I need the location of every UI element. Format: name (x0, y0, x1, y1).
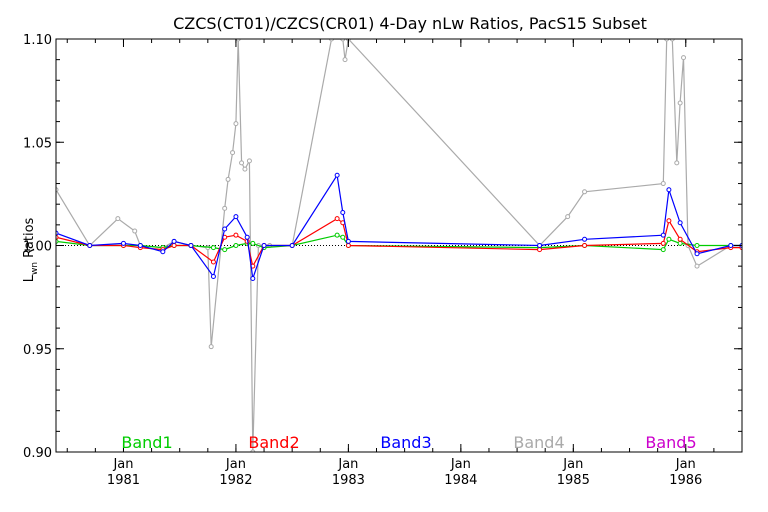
data-point (230, 150, 236, 156)
data-point (582, 189, 588, 195)
data-point (334, 216, 340, 222)
x-tick-month: Jan (112, 457, 133, 472)
legend-item-band2: Band2 (248, 433, 299, 452)
data-point (677, 236, 683, 242)
data-point (222, 226, 228, 232)
x-tick-month: Jan (450, 457, 471, 472)
data-point (660, 232, 666, 238)
data-point (582, 243, 588, 248)
x-tick-month: Jan (562, 457, 583, 472)
data-point (537, 247, 543, 253)
x-tick-year: 1984 (444, 473, 477, 488)
data-point (345, 238, 351, 244)
y-axis-label-main: L (22, 274, 37, 282)
data-point (677, 100, 683, 106)
data-point (233, 232, 239, 238)
data-point (115, 216, 121, 222)
data-point (728, 243, 734, 248)
series-layer (56, 39, 742, 452)
data-point (660, 181, 666, 187)
data-point (210, 259, 216, 265)
x-axis: Jan1981Jan1982Jan1983Jan1984Jan1985Jan19… (66, 39, 743, 488)
series-line (56, 173, 742, 279)
data-point (250, 276, 256, 282)
legend-item-band4: Band4 (513, 433, 564, 452)
legend: Band1 Band2 Band3 Band4 Band5 (121, 433, 696, 452)
data-point (171, 238, 177, 244)
y-tick-label: 0.95 (23, 343, 52, 358)
x-tick-year: 1982 (219, 473, 252, 488)
data-point (132, 228, 138, 234)
x-tick-month: Jan (337, 457, 358, 472)
data-point (222, 247, 228, 253)
data-point (340, 209, 346, 215)
data-point (210, 245, 216, 251)
data-point (242, 166, 248, 172)
data-point (582, 236, 588, 242)
data-point (137, 243, 143, 248)
data-point (239, 160, 245, 166)
data-point (681, 55, 687, 61)
data-point (694, 251, 700, 257)
y-tick-label: 0.90 (23, 446, 52, 461)
data-point (694, 243, 700, 248)
data-point (210, 273, 216, 279)
data-point (233, 121, 239, 127)
x-tick-year: 1986 (669, 473, 702, 488)
data-point (222, 205, 228, 211)
y-tick-label: 1.00 (23, 240, 52, 255)
data-point (250, 240, 256, 246)
data-point (208, 344, 214, 350)
y-axis-label-sub: wn (30, 262, 40, 275)
chart-title: CZCS(CT01)/CZCS(CR01) 4-Day nLw Ratios, … (173, 14, 647, 33)
legend-item-band3: Band3 (380, 433, 431, 452)
y-axis-label-rest: Ratios (22, 217, 37, 262)
data-point (261, 243, 267, 248)
data-point (160, 249, 166, 255)
data-point (660, 247, 666, 253)
data-point (565, 214, 571, 220)
data-point (246, 158, 252, 164)
data-point (87, 243, 93, 248)
x-tick-year: 1983 (332, 473, 365, 488)
data-point (233, 214, 239, 220)
data-point (225, 176, 231, 182)
data-point (233, 243, 239, 248)
data-point (289, 243, 295, 248)
x-tick-month: Jan (675, 457, 696, 472)
data-point (342, 57, 348, 63)
series-band3 (56, 172, 742, 282)
y-tick-label: 1.10 (23, 33, 52, 48)
data-point (537, 243, 543, 248)
data-point (244, 234, 250, 240)
x-tick-year: 1981 (107, 473, 140, 488)
y-axis-label: Lwn Ratios (22, 217, 40, 282)
y-axis: 0.90 0.95 1.00 1.05 1.10 (23, 33, 742, 461)
data-point (666, 218, 672, 224)
data-point (677, 240, 683, 246)
legend-item-band5: Band5 (645, 433, 696, 452)
data-point (677, 220, 683, 226)
x-tick-month: Jan (225, 457, 246, 472)
data-point (340, 234, 346, 240)
data-point (666, 236, 672, 242)
data-point (188, 243, 194, 248)
plot-area (55, 38, 743, 453)
data-point (660, 240, 666, 246)
data-point (345, 243, 351, 248)
data-point (694, 263, 700, 269)
y-tick-label: 1.05 (23, 136, 52, 151)
legend-item-band1: Band1 (121, 433, 172, 452)
data-point (334, 172, 340, 178)
data-point (120, 240, 126, 246)
data-point (666, 187, 672, 193)
data-point (334, 232, 340, 238)
data-point (674, 160, 680, 166)
data-point (171, 243, 177, 248)
x-tick-year: 1985 (557, 473, 590, 488)
